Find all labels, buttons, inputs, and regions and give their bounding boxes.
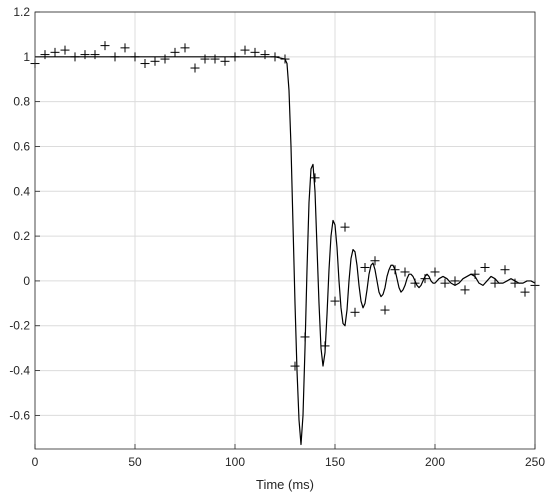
data-point	[380, 305, 390, 315]
data-point	[440, 278, 450, 288]
data-point	[410, 278, 420, 288]
y-tick-label: 0.8	[13, 95, 30, 109]
x-tick-label: 0	[32, 455, 39, 469]
y-tick-label: 1	[23, 50, 30, 64]
y-tick-label: 0.2	[13, 229, 30, 243]
plot-frame	[34, 11, 536, 450]
ticks: 0 50 100 150 200 250 -0.6 -0.4 -0.2 0 0.2 0.4 0.6 0.8…	[9, 5, 545, 469]
data-point	[510, 278, 520, 288]
data-point	[50, 47, 60, 57]
data-point	[200, 54, 210, 64]
data-point	[420, 274, 430, 284]
data-point	[430, 267, 440, 277]
data-point	[450, 276, 460, 286]
data-point	[90, 50, 100, 60]
series-line	[35, 56, 536, 446]
data-point	[480, 262, 490, 272]
data-point	[460, 285, 470, 295]
x-tick-label: 100	[225, 455, 245, 469]
data-point	[490, 278, 500, 288]
data-point	[280, 54, 290, 64]
data-point	[390, 265, 400, 275]
data-point	[110, 52, 120, 62]
data-point	[310, 173, 320, 183]
data-point	[80, 50, 90, 60]
data-point	[100, 41, 110, 51]
data-point	[160, 54, 170, 64]
data-point	[500, 265, 510, 275]
data-point	[140, 59, 150, 69]
x-tick-label: 50	[128, 455, 142, 469]
y-tick-label: 0.6	[13, 139, 30, 153]
plot-background	[35, 12, 535, 449]
data-point	[250, 47, 260, 57]
data-point	[300, 332, 310, 342]
data-point	[120, 43, 130, 53]
data-point	[240, 45, 250, 55]
y-tick-label: 0.4	[13, 184, 30, 198]
data-point	[370, 256, 380, 266]
data-point	[520, 287, 530, 297]
data-point	[470, 269, 480, 279]
data-point	[150, 56, 160, 66]
x-tick-label: 200	[425, 455, 445, 469]
data-point	[290, 361, 300, 371]
data-point	[350, 307, 360, 317]
data-point	[190, 63, 200, 73]
y-tick-label: -0.2	[9, 319, 30, 333]
series-layer	[30, 41, 540, 446]
data-point	[260, 50, 270, 60]
data-point	[170, 47, 180, 57]
y-tick-label: 0	[23, 274, 30, 288]
x-tick-label: 150	[325, 455, 345, 469]
data-point	[340, 222, 350, 232]
y-tick-label: -0.4	[9, 364, 30, 378]
x-axis-label: Time (ms)	[256, 477, 314, 492]
data-point	[400, 267, 410, 277]
data-point	[180, 43, 190, 53]
data-point	[210, 54, 220, 64]
marker-series	[30, 41, 540, 371]
data-point	[270, 52, 280, 62]
x-tick-label: 250	[525, 455, 545, 469]
data-point	[40, 50, 50, 60]
data-point	[230, 52, 240, 62]
data-point	[130, 52, 140, 62]
y-tick-label: -0.6	[9, 408, 30, 422]
data-point	[220, 56, 230, 66]
data-point	[320, 341, 330, 351]
data-point	[330, 296, 340, 306]
data-point	[360, 262, 370, 272]
data-point	[60, 45, 70, 55]
y-tick-label: 1.2	[13, 5, 30, 19]
data-point	[70, 52, 80, 62]
